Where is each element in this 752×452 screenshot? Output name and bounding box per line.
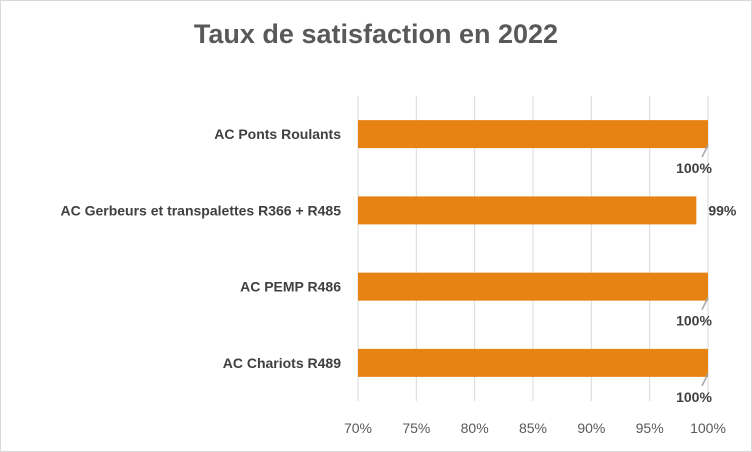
x-tick-label: 80% (461, 420, 489, 436)
category-label: AC Ponts Roulants (214, 126, 341, 142)
x-tick-label: 75% (402, 420, 430, 436)
bar (358, 196, 697, 225)
leader-line (701, 373, 709, 387)
x-tick-label: 70% (344, 420, 372, 436)
category-label: AC Gerbeurs et transpalettes R366 + R485 (60, 202, 341, 218)
data-label: 100% (676, 389, 712, 405)
category-label: AC PEMP R486 (240, 279, 341, 295)
x-tick-label: 100% (690, 420, 726, 436)
leader-line (701, 144, 709, 158)
x-tick-label: 90% (577, 420, 605, 436)
bar (358, 348, 708, 377)
chart-title: Taux de satisfaction en 2022 (193, 19, 559, 49)
data-label: 100% (676, 160, 712, 176)
bar (358, 120, 708, 149)
category-label: AC Chariots R489 (223, 355, 341, 371)
bar (358, 272, 708, 301)
leader-line (701, 297, 709, 310)
x-tick-label: 85% (519, 420, 547, 436)
data-label: 100% (676, 313, 712, 329)
data-label: 99% (708, 202, 737, 218)
x-tick-label: 95% (636, 420, 664, 436)
